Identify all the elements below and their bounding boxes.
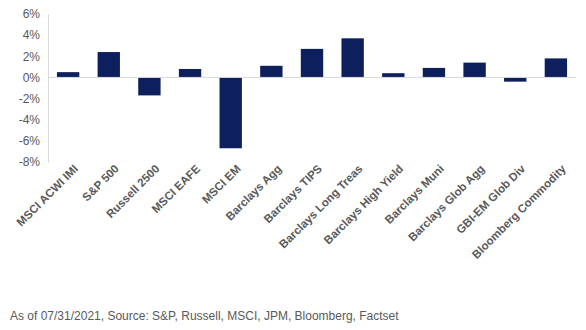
source: As of 07/31/2021, Source: S&P, Russell, … — [10, 309, 399, 323]
x-tick: MSCI ACWI IMI — [14, 162, 80, 228]
plot: -8% -6% -4% -2% 0% 2% 4% 6% MSCI ACWI IMIS&P 500… — [14, 7, 576, 260]
y-tick: 4% — [23, 28, 48, 42]
bar — [179, 69, 201, 77]
y-tick-label: -6% — [19, 134, 41, 148]
y-tick-label: 2% — [23, 50, 41, 64]
y-tick-label: 6% — [23, 7, 41, 21]
x-tick-label: GBI-EM Glob Div — [454, 162, 528, 236]
bar — [57, 72, 79, 77]
x-tick-label: MSCI ACWI IMI — [14, 162, 80, 228]
x-tick-label: S&P 500 — [80, 162, 121, 203]
y-tick-label: 0% — [23, 71, 41, 85]
y-tick-label: -8% — [19, 155, 41, 169]
bar — [423, 68, 445, 78]
bar — [463, 63, 485, 78]
bars — [57, 38, 567, 148]
bar — [98, 52, 120, 77]
x-axis: MSCI ACWI IMIS&P 500Russell 2500MSCI EAF… — [14, 162, 568, 261]
y-tick: 6% — [23, 7, 48, 21]
y-tick: 2% — [23, 50, 48, 64]
y-tick-label: -2% — [19, 92, 41, 106]
x-tick: MSCI EM — [200, 162, 243, 206]
x-tick-label: Bloomberg Commodity — [470, 162, 569, 261]
x-tick: Barclays High Yield — [321, 162, 405, 246]
chart: -8% -6% -4% -2% 0% 2% 4% 6% MSCI ACWI IMIS&P 500… — [0, 0, 586, 330]
y-tick: -4% — [19, 113, 48, 127]
y-axis-line — [48, 15, 49, 163]
x-tick: GBI-EM Glob Div — [454, 162, 528, 236]
y-tick: -6% — [19, 134, 48, 148]
y-tick: 0% — [23, 71, 48, 85]
bar — [382, 73, 404, 77]
bar — [138, 77, 160, 95]
y-tick-label: -4% — [19, 113, 41, 127]
x-tick: Barclays Long Treas — [277, 162, 365, 250]
bar — [341, 38, 363, 77]
bar — [260, 66, 282, 78]
y-tick: -8% — [19, 155, 48, 169]
x-tick-label: Barclays Glob Agg — [406, 162, 487, 243]
bar — [220, 77, 242, 148]
baseline — [48, 77, 576, 78]
y-tick-label: 4% — [23, 28, 41, 42]
x-tick-label: Barclays High Yield — [321, 162, 405, 246]
x-tick-label: MSCI EM — [200, 162, 243, 205]
x-tick: Bloomberg Commodity — [470, 162, 569, 261]
bar — [545, 58, 567, 77]
bar — [504, 77, 526, 81]
y-axis: -8% -6% -4% -2% 0% 2% 4% 6% — [19, 7, 49, 169]
x-tick: MSCI EAFE — [149, 162, 202, 215]
x-tick: S&P 500 — [80, 162, 121, 203]
x-tick: Barclays Glob Agg — [406, 162, 487, 243]
x-tick-label: MSCI EAFE — [149, 162, 202, 215]
y-tick: -2% — [19, 92, 48, 106]
bar — [301, 49, 323, 78]
